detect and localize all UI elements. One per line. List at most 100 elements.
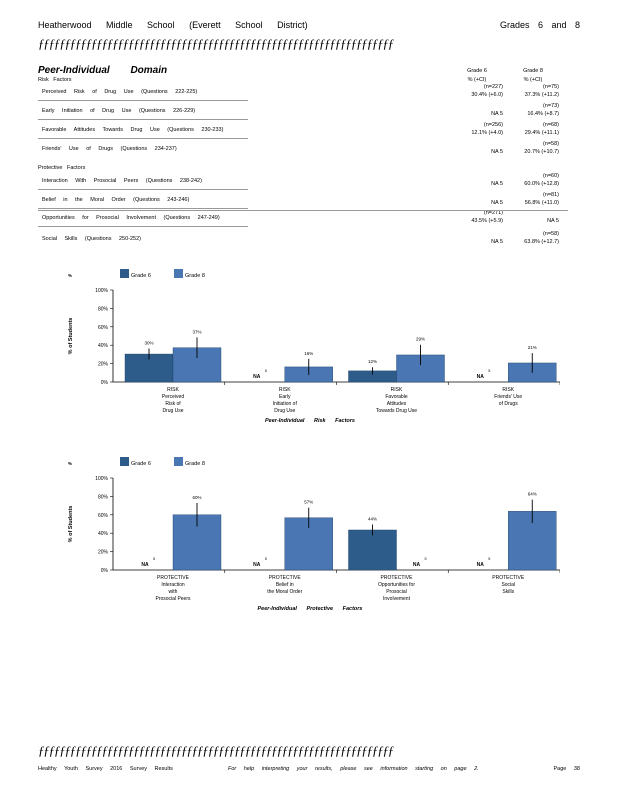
- row-separator: [38, 138, 248, 139]
- category-label: Drug Use: [274, 408, 295, 414]
- chart-title: Peer-Individual Protective Factors: [258, 606, 363, 612]
- col-grade8-sub: % (+CI): [523, 77, 543, 83]
- category-label: Friends' Use: [494, 394, 522, 400]
- legend-swatch-grade6: [120, 457, 129, 466]
- category-label: RISK: [279, 387, 291, 393]
- legend-swatch-grade6: [120, 269, 129, 278]
- category-label: Interaction: [161, 582, 185, 588]
- y-tick-label: 80%: [98, 494, 109, 500]
- data-label: 57%: [304, 500, 313, 505]
- grade8-value: NA 5: [547, 218, 559, 224]
- category-label: of Drugs: [499, 401, 518, 407]
- category-label: RISK: [391, 387, 403, 393]
- risk-factors-label: Risk Factors: [38, 77, 72, 83]
- grade8-value: 16.4% (+8.7): [527, 111, 559, 117]
- legend-label-grade8: Grade 8: [185, 461, 205, 467]
- grade8-value: 29.4% (+11.1): [524, 130, 559, 136]
- factor-row-label: Social Skills (Questions 250-252): [42, 236, 142, 242]
- na-footnote: 5: [425, 557, 427, 561]
- category-label: Attitudes: [387, 401, 407, 407]
- col-grade6-sub: % (+CI): [467, 77, 487, 83]
- na-label: NA: [413, 562, 421, 568]
- grade6-value: NA 5: [491, 239, 503, 245]
- y-tick-label: 100%: [95, 476, 108, 482]
- data-label: 16%: [304, 351, 313, 356]
- footer-help-text[interactable]: For help interpreting your results, plea…: [228, 766, 479, 772]
- school-name: Heatherwood Middle School (Everett Schoo…: [38, 20, 308, 30]
- na-label: NA: [253, 374, 261, 380]
- row-separator: [38, 210, 568, 211]
- factor-row-label: Interaction With Prosocial Peers (Questi…: [42, 178, 202, 184]
- grade6-n: (n=271): [483, 210, 503, 216]
- factor-row-label: Perceived Risk of Drug Use (Questions 22…: [42, 89, 198, 95]
- header-rule: ƒƒƒƒƒƒƒƒƒƒƒƒƒƒƒƒƒƒƒƒƒƒƒƒƒƒƒƒƒƒƒƒƒƒƒƒƒƒƒƒ…: [38, 36, 394, 51]
- factor-row-label: Friends' Use of Drugs (Questions 234-237…: [42, 146, 177, 152]
- y-tick-label: 20%: [98, 362, 109, 368]
- category-label: Prosocial Peers: [155, 596, 191, 602]
- footer-rule: ƒƒƒƒƒƒƒƒƒƒƒƒƒƒƒƒƒƒƒƒƒƒƒƒƒƒƒƒƒƒƒƒƒƒƒƒƒƒƒƒ…: [38, 743, 394, 758]
- legend-swatch-grade8: [174, 457, 183, 466]
- row-separator: [38, 189, 248, 190]
- y-tick-label: 100%: [95, 288, 108, 294]
- risk-factors-chart: Grade 6 Grade 8 % of Students% 0% 20% 40% 60% 8…: [68, 269, 560, 424]
- na-label: NA: [141, 562, 149, 568]
- chart-title: Peer-Individual Risk Factors: [265, 418, 355, 424]
- category-label: Prosocial: [386, 589, 407, 595]
- grade6-value: 43.5% (+5.9): [471, 218, 503, 224]
- category-label: PROTECTIVE: [157, 575, 190, 581]
- grade8-n: (n=73): [542, 103, 559, 109]
- grade6-value: NA 5: [491, 200, 503, 206]
- grade8-value: 60.0% (+12.8): [524, 181, 559, 187]
- grade6-value: 12.1% (+4.0): [471, 130, 503, 136]
- data-label: 30%: [144, 341, 153, 346]
- grade8-n: (n=75): [542, 84, 559, 90]
- na-label: NA: [477, 562, 485, 568]
- grade8-value: 56.8% (+11.0): [524, 200, 559, 206]
- na-footnote: 5: [265, 369, 267, 373]
- data-label: 21%: [528, 345, 537, 350]
- category-label: Early: [279, 394, 291, 400]
- category-label: RISK: [502, 387, 514, 393]
- grade8-n: (n=68): [542, 122, 559, 128]
- grade6-value: NA 5: [491, 181, 503, 187]
- na-label: NA: [477, 374, 485, 380]
- na-label: NA: [253, 562, 261, 568]
- row-separator: [38, 226, 248, 227]
- category-label: PROTECTIVE: [492, 575, 525, 581]
- factor-row-label: Belief in the Moral Order (Questions 243…: [42, 197, 190, 203]
- legend-label-grade8: Grade 8: [185, 273, 205, 279]
- na-footnote: 5: [488, 557, 490, 561]
- y-tick-label: 0%: [101, 568, 109, 574]
- category-label: with: [169, 589, 178, 595]
- grade8-n: (n=60): [542, 173, 559, 179]
- category-label: RISK: [167, 387, 179, 393]
- protective-factors-label: Protective Factors: [38, 165, 86, 171]
- data-label: 37%: [192, 329, 201, 334]
- grade8-value: 63.8% (+12.7): [524, 239, 559, 245]
- row-separator: [38, 100, 248, 101]
- grades-label: Grades 6 and 8: [499, 20, 580, 30]
- na-footnote: 5: [488, 369, 490, 373]
- page-number: Page 38: [553, 766, 581, 772]
- grade8-n: (n=58): [542, 231, 559, 237]
- category-label: Initiation of: [273, 401, 298, 407]
- category-label: PROTECTIVE: [269, 575, 302, 581]
- category-label: Favorable: [385, 394, 407, 400]
- legend-label-grade6: Grade 6: [131, 273, 151, 279]
- data-label: 60%: [192, 495, 201, 500]
- grade6-value: 30.4% (+6.0): [471, 92, 503, 98]
- y-tick-label: 60%: [98, 325, 109, 331]
- grade8-n: (n=81): [542, 192, 559, 198]
- y-axis-label: % of Students: [68, 506, 74, 543]
- y-axis-unit: %: [68, 461, 72, 466]
- grade8-n: (n=58): [542, 141, 559, 147]
- legend-swatch-grade8: [174, 269, 183, 278]
- data-label: 64%: [528, 492, 537, 497]
- y-tick-label: 40%: [98, 343, 109, 349]
- row-separator: [38, 119, 248, 120]
- footer-left: Healthy Youth Survey 2016 Survey Results: [38, 766, 173, 772]
- grade6-value: NA 5: [491, 111, 503, 117]
- category-label: Belief in: [276, 582, 294, 588]
- factor-row-label: Favorable Attitudes Towards Drug Use (Qu…: [42, 127, 224, 133]
- category-label: Towards Drug Use: [376, 408, 417, 414]
